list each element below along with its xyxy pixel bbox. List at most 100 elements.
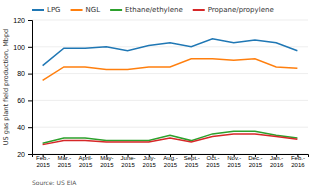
y-axis-title: US gas plant field production, Mbpd	[2, 29, 10, 145]
y-tick-mark	[28, 74, 32, 75]
x-tick-label: Nov.-2015	[227, 155, 241, 168]
x-tick-label-line: 2015	[185, 162, 199, 168]
x-tick-label: July-2015	[143, 155, 157, 168]
y-tick-mark	[28, 20, 32, 21]
y-tick-label: 120	[13, 17, 25, 24]
y-tick: 60	[17, 97, 32, 104]
legend-label: NGL	[86, 6, 101, 14]
x-tick: Sept.-2015	[184, 154, 200, 168]
y-tick: 120	[13, 17, 32, 24]
legend-label: Propane/propylene	[208, 6, 274, 14]
x-tick-label-line: 2015	[206, 162, 220, 168]
x-tick-label-line: Oct.-	[206, 155, 219, 161]
x-tick: May-2015	[100, 154, 114, 168]
x-axis: Feb.-2015Mar.-2015April-2015May-2015June…	[33, 154, 309, 168]
x-tick-label-line: Aug.-	[163, 155, 177, 161]
x-tick-label-line: April-	[79, 155, 93, 161]
x-tick: Feb.-2016	[291, 154, 305, 168]
y-tick-label: 40	[17, 124, 25, 131]
legend-label: Ethane/ethylene	[125, 6, 183, 14]
y-tick: 40	[17, 124, 32, 131]
x-tick: Feb.-2015	[36, 154, 50, 168]
x-tick-label: Dec.-2015	[248, 155, 263, 168]
y-axis-line	[28, 21, 33, 155]
x-tick-label-line: 2016	[270, 162, 284, 168]
x-tick-label-line: 2015	[143, 162, 157, 168]
y-tick-mark	[28, 47, 32, 48]
series-line	[43, 134, 298, 145]
x-tick-label: April-2015	[79, 155, 93, 168]
legend-label: LPG	[47, 6, 61, 14]
x-tick: Oct.-2015	[206, 154, 220, 168]
y-tick-mark	[28, 154, 32, 155]
legend-item: Ethane/ethylene	[110, 6, 183, 14]
x-tick-label: Jan.-2016	[270, 155, 284, 168]
legend-swatch	[193, 9, 205, 11]
x-tick: June-2015	[121, 154, 136, 168]
x-tick-label-line: May-	[100, 155, 113, 161]
x-tick-label-line: 2016	[291, 162, 305, 168]
x-tick-label-line: Nov.-	[227, 155, 241, 161]
series-line	[43, 39, 298, 66]
x-tick-label-line: July-	[143, 155, 156, 161]
x-tick: April-2015	[79, 154, 93, 168]
plot: 20406080100120Feb.-2015Mar.-2015April-20…	[13, 17, 308, 168]
legend: LPG NGL Ethane/ethylene Propane/propylene	[32, 6, 274, 14]
x-tick-label-line: Jan.-	[270, 155, 283, 161]
legend-item: LPG	[32, 6, 61, 14]
x-tick-label: Feb.-2016	[291, 155, 305, 168]
x-tick-label-line: 2015	[79, 162, 93, 168]
x-tick-label: May-2015	[100, 155, 114, 168]
x-tick-label-line: 2015	[100, 162, 114, 168]
x-tick-label: Aug.-2015	[163, 155, 178, 168]
x-tick-label: Mar.-2015	[58, 155, 72, 168]
x-tick: Jan.-2016	[270, 154, 284, 168]
y-tick-label: 60	[17, 97, 25, 104]
y-tick-label: 80	[17, 70, 25, 77]
x-tick-label-line: Sept.-	[184, 155, 200, 161]
grid	[32, 20, 308, 154]
legend-swatch	[32, 9, 44, 11]
y-tick-mark	[28, 100, 32, 101]
y-tick-label: 20	[17, 151, 25, 158]
x-tick: Aug.-2015	[163, 154, 178, 168]
x-tick: Mar.-2015	[58, 154, 72, 168]
legend-swatch	[110, 9, 122, 11]
grid-line	[32, 100, 308, 101]
x-tick-label-line: Dec.-	[248, 155, 262, 161]
x-tick-label-line: 2015	[36, 162, 50, 168]
x-tick-label: June-2015	[121, 155, 136, 168]
legend-swatch	[71, 9, 83, 11]
legend-item: Propane/propylene	[193, 6, 274, 14]
series-line	[43, 59, 298, 80]
x-tick: July-2015	[143, 154, 157, 168]
y-tick-mark	[28, 127, 32, 128]
y-tick: 80	[17, 70, 32, 77]
x-tick-label-line: 2015	[121, 162, 135, 168]
x-tick-label-line: 2015	[58, 162, 72, 168]
x-tick-label-line: Feb.-	[291, 155, 305, 161]
x-tick-label: Feb.-2015	[36, 155, 50, 168]
grid-line	[32, 46, 308, 47]
y-axis: 20 40 60 80 100 120	[13, 17, 32, 158]
chart-container: 20406080100120Feb.-2015Mar.-2015April-20…	[0, 0, 316, 188]
y-tick-label: 100	[13, 44, 25, 51]
lines	[43, 39, 298, 145]
source: Source: US EIA	[32, 179, 77, 186]
x-tick-label-line: 2015	[228, 162, 242, 168]
x-tick-label: Sept.-2015	[184, 155, 200, 168]
grid-line	[32, 127, 308, 128]
x-tick-label: Oct.-2015	[206, 155, 220, 168]
grid-line	[32, 20, 308, 21]
x-tick: Dec.-2015	[248, 154, 263, 168]
grid-line	[32, 73, 308, 74]
chart: 20406080100120Feb.-2015Mar.-2015April-20…	[0, 0, 316, 188]
legend-item: NGL	[71, 6, 101, 14]
x-tick-label-line: 2015	[249, 162, 263, 168]
x-tick-label-line: 2015	[164, 162, 178, 168]
y-tick: 100	[13, 44, 32, 51]
y-tick: 20	[17, 151, 32, 158]
x-tick: Nov.-2015	[227, 154, 241, 168]
x-tick-label-line: June-	[121, 155, 136, 161]
x-tick-label-line: Mar.-	[58, 155, 72, 161]
